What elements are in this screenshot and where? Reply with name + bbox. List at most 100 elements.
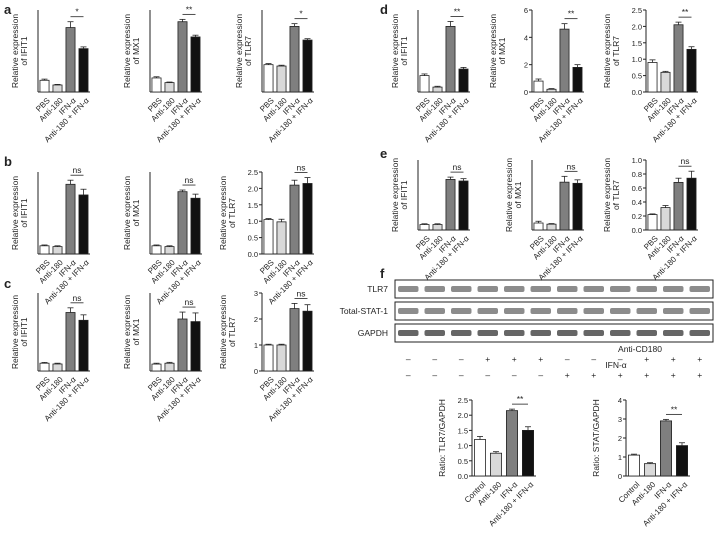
bar: [686, 177, 697, 231]
y-tick-label: 2.0: [248, 184, 258, 193]
bar: [177, 318, 188, 372]
blot-band: [583, 330, 604, 336]
blot-band: [504, 308, 525, 314]
bar: [533, 80, 544, 93]
y-tick-label: 1.5: [248, 201, 258, 210]
bar: [190, 197, 201, 255]
treatment-sign: +: [697, 370, 702, 380]
blot-band: [557, 308, 578, 314]
bar: [190, 321, 201, 372]
blot-band: [504, 286, 525, 292]
blot-band: [610, 286, 631, 292]
bar: [505, 410, 518, 477]
y-tick-label: 0: [254, 367, 258, 376]
y-tick-label: 1.0: [248, 217, 258, 226]
blot-row-label: TLR7: [367, 284, 388, 294]
bar: [289, 308, 300, 372]
bar: [546, 88, 557, 93]
y-axis-label: of MX1: [497, 37, 507, 64]
bar: [546, 223, 557, 231]
y-axis-label: of IFIT1: [19, 317, 29, 347]
significance-label: ns: [567, 161, 576, 171]
y-tick-label: 1.5: [632, 39, 642, 48]
treatment-sign: +: [697, 354, 702, 364]
treatment-sign: –: [406, 354, 411, 364]
bar: [660, 207, 671, 231]
treatment-sign: –: [618, 354, 623, 364]
y-tick-label: 0: [524, 88, 528, 97]
treatment-sign: –: [591, 354, 596, 364]
treatment-sign: +: [671, 370, 676, 380]
y-axis-label: Relative expression: [504, 158, 514, 232]
bar: [473, 439, 486, 477]
bar: [302, 310, 313, 372]
bar: [559, 28, 570, 93]
treatment-sign: +: [565, 370, 570, 380]
y-axis-label: Relative expression: [122, 295, 132, 369]
y-axis-label: of IFIT1: [399, 36, 409, 66]
bar: [572, 182, 583, 231]
treatment-sign: –: [538, 370, 543, 380]
significance-label: ns: [681, 156, 690, 166]
bar: [78, 194, 89, 255]
bar: [263, 219, 274, 255]
bar: [39, 245, 50, 255]
significance-label: ns: [297, 288, 306, 298]
significance-label: ns: [297, 163, 306, 173]
y-axis-label: Relative expression: [122, 176, 132, 250]
y-axis-label: of TLR7: [227, 317, 237, 347]
treatment-sign: –: [459, 370, 464, 380]
y-axis-label: of MX1: [513, 181, 523, 208]
y-axis-label: Relative expression: [390, 158, 400, 232]
y-tick-label: 6: [524, 6, 528, 15]
y-tick-label: 0.0: [632, 88, 642, 97]
blot-band: [398, 286, 419, 292]
bar: [660, 71, 671, 93]
bar: [65, 27, 76, 93]
bar: [177, 21, 188, 93]
treatment-sign: +: [644, 354, 649, 364]
bar: [190, 36, 201, 93]
bar: [52, 84, 63, 93]
y-tick-label: 4: [524, 33, 528, 42]
treatment-sign: –: [485, 370, 490, 380]
bar: [628, 454, 641, 477]
bar: [302, 39, 313, 93]
bar: [458, 180, 469, 231]
blot-band: [663, 308, 684, 314]
y-axis-label: of MX1: [131, 318, 141, 345]
treatment-sign: +: [671, 354, 676, 364]
y-tick-label: 2.5: [458, 396, 468, 405]
y-axis-label: Relative expression: [234, 14, 244, 88]
significance-label: **: [454, 6, 461, 16]
blot-band: [451, 330, 472, 336]
bar: [302, 183, 313, 255]
y-axis-label: Ratio: TLR7/GAPDH: [437, 399, 447, 477]
bar: [676, 445, 689, 477]
blot-band: [689, 330, 710, 336]
panel-label: c: [4, 276, 11, 291]
blot-band: [424, 330, 445, 336]
bar: [276, 344, 287, 372]
bar: [52, 246, 63, 255]
blot-band: [610, 330, 631, 336]
bar: [572, 67, 583, 93]
y-tick-label: 1.0: [632, 156, 642, 165]
treatment-sign: +: [538, 354, 543, 364]
treatment-label: Anti-CD180: [618, 344, 662, 354]
blot-band: [689, 286, 710, 292]
blot-band: [477, 330, 498, 336]
blot-band: [398, 330, 419, 336]
bar: [151, 77, 162, 93]
y-axis-label: Relative expression: [10, 295, 20, 369]
y-axis-label: of IFIT1: [19, 198, 29, 228]
blot-band: [530, 286, 551, 292]
panel-label: e: [380, 146, 387, 161]
treatment-sign: –: [565, 354, 570, 364]
y-axis-label: Relative expression: [602, 158, 612, 232]
y-axis-label: of IFIT1: [19, 36, 29, 66]
significance-label: ns: [73, 293, 82, 303]
bar: [289, 184, 300, 255]
treatment-sign: –: [432, 354, 437, 364]
y-tick-label: 1: [254, 341, 258, 350]
